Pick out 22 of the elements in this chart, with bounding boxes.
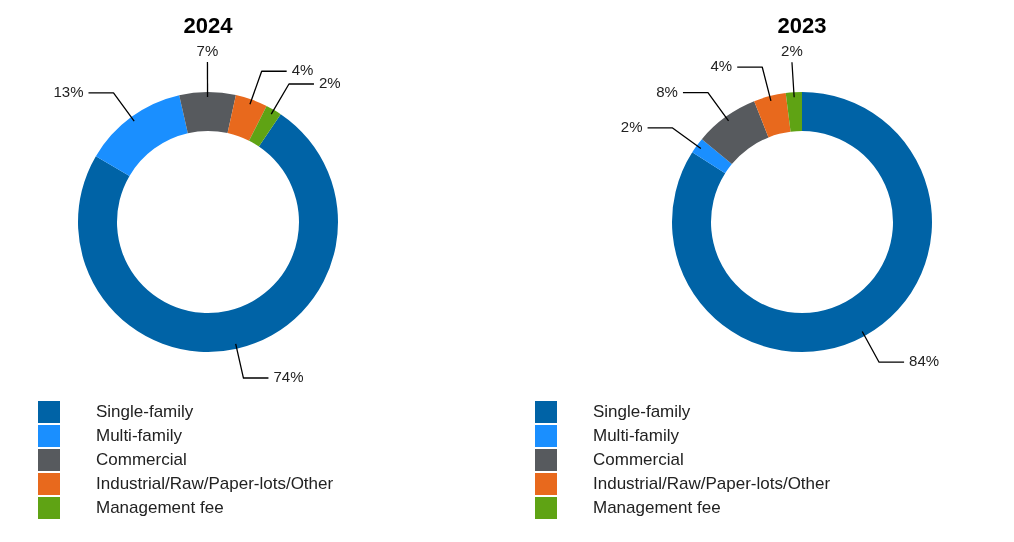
data-label: 8% (656, 82, 678, 100)
legend-label: Management fee (96, 498, 224, 518)
legend-label: Single-family (96, 402, 194, 422)
legend-label: Multi-family (593, 426, 679, 446)
data-label: 84% (909, 352, 940, 370)
legend-label: Commercial (593, 450, 684, 470)
legend-label: Industrial/Raw/Paper-lots/Other (96, 474, 334, 494)
data-label: 4% (710, 57, 733, 75)
data-label: 2% (781, 41, 803, 59)
data-label: 74% (273, 368, 304, 386)
data-label: 4% (291, 61, 314, 79)
legend-label: Commercial (96, 450, 187, 470)
legend-label: Industrial/Raw/Paper-lots/Other (593, 474, 831, 494)
data-label: 2% (620, 118, 643, 136)
legend-label: Management fee (593, 498, 721, 518)
legend-label: Multi-family (96, 426, 182, 446)
data-label: 13% (53, 83, 84, 101)
data-label: 2% (318, 74, 341, 92)
data-label: 7% (196, 41, 219, 59)
chart-title: 2023 (777, 13, 827, 38)
legend-label: Single-family (593, 402, 691, 422)
chart-title: 2024 (183, 13, 233, 38)
